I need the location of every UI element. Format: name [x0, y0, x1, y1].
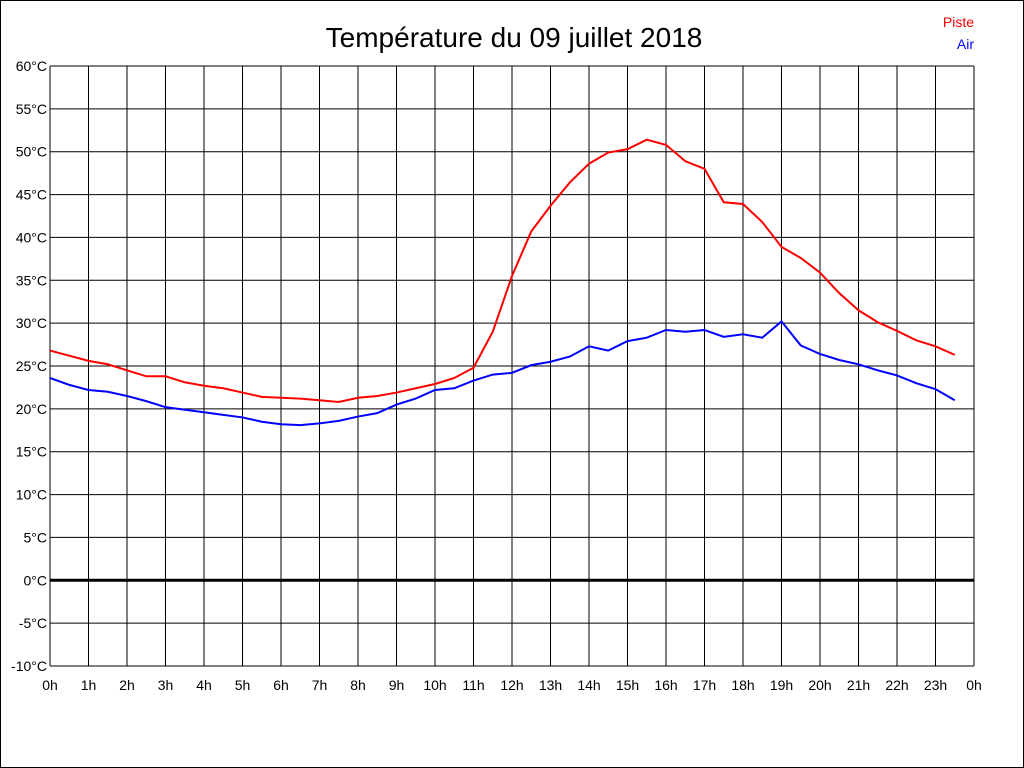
series-lines — [49, 138, 956, 427]
y-tick-label: 60°C — [16, 58, 47, 74]
y-tick-label: 25°C — [16, 358, 47, 374]
y-tick-label: 40°C — [16, 229, 47, 245]
y-tick-label: 55°C — [16, 101, 47, 117]
y-tick-label: -5°C — [19, 615, 47, 631]
x-tick-label: 7h — [312, 677, 328, 693]
y-tick-label: 30°C — [16, 315, 47, 331]
x-tick-label: 4h — [196, 677, 212, 693]
x-tick-label: 16h — [654, 677, 677, 693]
y-tick-label: 10°C — [16, 487, 47, 503]
x-tick-label: 9h — [389, 677, 405, 693]
x-tick-label: 14h — [577, 677, 600, 693]
x-tick-label: 19h — [770, 677, 793, 693]
x-tick-label: 0h — [42, 677, 58, 693]
x-tick-label: 0h — [966, 677, 982, 693]
x-tick-label: 11h — [462, 677, 484, 693]
x-tick-label: 5h — [235, 677, 251, 693]
x-tick-label: 10h — [423, 677, 446, 693]
y-tick-label: 50°C — [16, 144, 47, 160]
x-tick-label: 22h — [885, 677, 908, 693]
x-tick-label: 13h — [539, 677, 562, 693]
grid — [49, 65, 975, 667]
x-tick-label: 12h — [500, 677, 523, 693]
series-line-piste — [49, 138, 956, 404]
x-tick-label: 18h — [731, 677, 754, 693]
legend-piste: Piste — [943, 14, 974, 30]
y-tick-label: -10°C — [11, 658, 47, 674]
x-tick-label: 17h — [693, 677, 716, 693]
y-tick-label: 20°C — [16, 401, 47, 417]
x-tick-label: 20h — [808, 677, 831, 693]
tick-labels: 0h 1h 2h 3h 4h 5h 6h 7h 8h 9h 10h 11h 12h 13h 14h 15h 16… — [11, 58, 982, 693]
legend-air: Air — [957, 36, 974, 52]
x-tick-label: 21h — [847, 677, 870, 693]
x-tick-label: 6h — [273, 677, 289, 693]
chart-title: Température du 09 juillet 2018 — [326, 22, 703, 53]
y-tick-label: 45°C — [16, 187, 47, 203]
y-tick-label: 35°C — [16, 272, 47, 288]
y-tick-label: 0°C — [24, 572, 48, 588]
y-tick-label: 5°C — [24, 529, 48, 545]
x-tick-label: 8h — [350, 677, 366, 693]
x-tick-label: 3h — [158, 677, 174, 693]
x-tick-label: 2h — [119, 677, 135, 693]
x-tick-label: 1h — [81, 677, 97, 693]
series-line-air — [49, 320, 956, 427]
y-tick-label: 15°C — [16, 444, 47, 460]
x-tick-label: 15h — [616, 677, 639, 693]
x-tick-label: 23h — [924, 677, 947, 693]
